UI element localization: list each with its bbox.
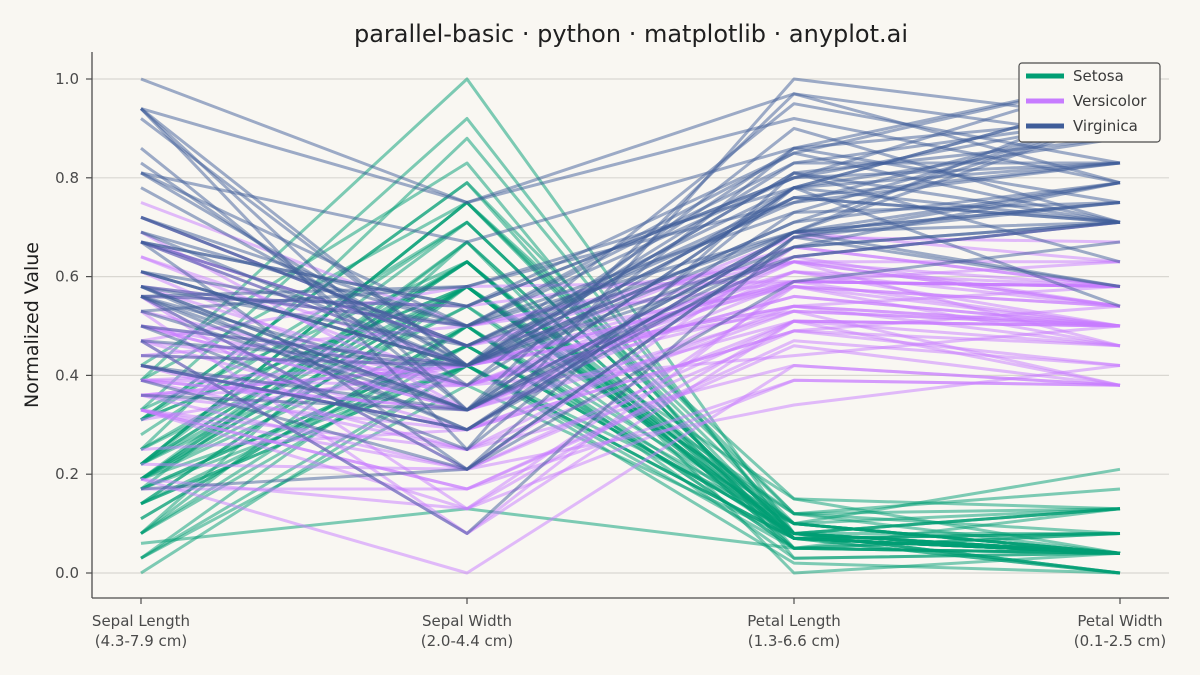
data-line <box>140 97 1121 348</box>
x-tick-label: Sepal Length <box>92 612 190 630</box>
x-tick-label: Petal Length <box>747 612 841 630</box>
legend-box <box>1018 62 1161 143</box>
y-axis-label: Normalized Value <box>21 242 43 408</box>
x-tick-label: Petal Width <box>1077 612 1162 630</box>
series-virginica <box>139 77 1121 535</box>
chart-title: parallel-basic · python · matplotlib · a… <box>354 20 908 48</box>
data-line <box>140 344 1121 575</box>
data-line <box>140 364 1121 540</box>
data-line <box>140 77 1121 244</box>
data-line <box>140 378 1121 511</box>
data-line <box>140 117 1121 313</box>
y-tick-label: 1.0 <box>55 70 79 88</box>
legend-label-versicolor: Versicolor <box>1073 92 1147 110</box>
data-line <box>140 186 1121 387</box>
data-line <box>140 77 1121 204</box>
data-line <box>140 77 1121 308</box>
data-line <box>140 329 1121 471</box>
data-line <box>140 319 1121 471</box>
y-tick-label: 0.2 <box>55 465 79 483</box>
y-tick-label: 0.0 <box>55 564 79 582</box>
x-tick-range: (2.0-4.4 cm) <box>421 632 513 650</box>
data-line <box>140 186 1121 451</box>
x-ticks: Sepal Length (4.3-7.9 cm) Sepal Width (2.0-… <box>92 598 1166 650</box>
data-line <box>140 201 1121 471</box>
legend-label-setosa: Setosa <box>1073 67 1124 85</box>
data-line <box>140 344 1121 491</box>
y-tick-label: 0.6 <box>55 268 79 286</box>
data-line <box>140 181 1121 367</box>
y-tick-label: 0.8 <box>55 169 79 187</box>
data-lines <box>139 77 1121 575</box>
data-line <box>139 92 1121 412</box>
data-line <box>140 107 1121 367</box>
data-line <box>140 309 1121 412</box>
data-line <box>140 364 1121 575</box>
x-tick-range: (1.3-6.6 cm) <box>748 632 840 650</box>
data-line <box>140 220 1121 555</box>
data-line <box>140 201 1121 432</box>
data-line <box>140 220 1121 367</box>
y-ticks: 0.0 0.2 0.4 0.6 0.8 1.0 <box>55 70 92 582</box>
data-line <box>140 364 1121 471</box>
data-line <box>140 201 1121 555</box>
x-tick-range: (4.3-7.9 cm) <box>95 632 187 650</box>
data-line <box>140 364 1121 451</box>
data-line <box>140 220 1121 367</box>
data-line <box>140 235 1121 535</box>
data-line <box>140 280 1121 422</box>
axes <box>91 52 1169 599</box>
data-line <box>140 117 1121 348</box>
data-line <box>140 240 1121 575</box>
x-tick-range: (0.1-2.5 cm) <box>1074 632 1166 650</box>
legend: Setosa Versicolor Virginica <box>1018 62 1161 143</box>
data-line <box>140 196 1121 348</box>
data-line <box>140 220 1121 367</box>
data-line <box>140 260 1121 343</box>
data-line <box>140 260 1121 526</box>
data-line <box>140 255 1121 367</box>
x-tick-label: Sepal Width <box>422 612 512 630</box>
data-line <box>140 304 1121 382</box>
data-line <box>140 181 1121 412</box>
y-tick-label: 0.4 <box>55 366 79 384</box>
data-line <box>140 92 1121 204</box>
legend-label-virginica: Virginica <box>1073 117 1138 135</box>
data-line <box>140 151 1121 328</box>
